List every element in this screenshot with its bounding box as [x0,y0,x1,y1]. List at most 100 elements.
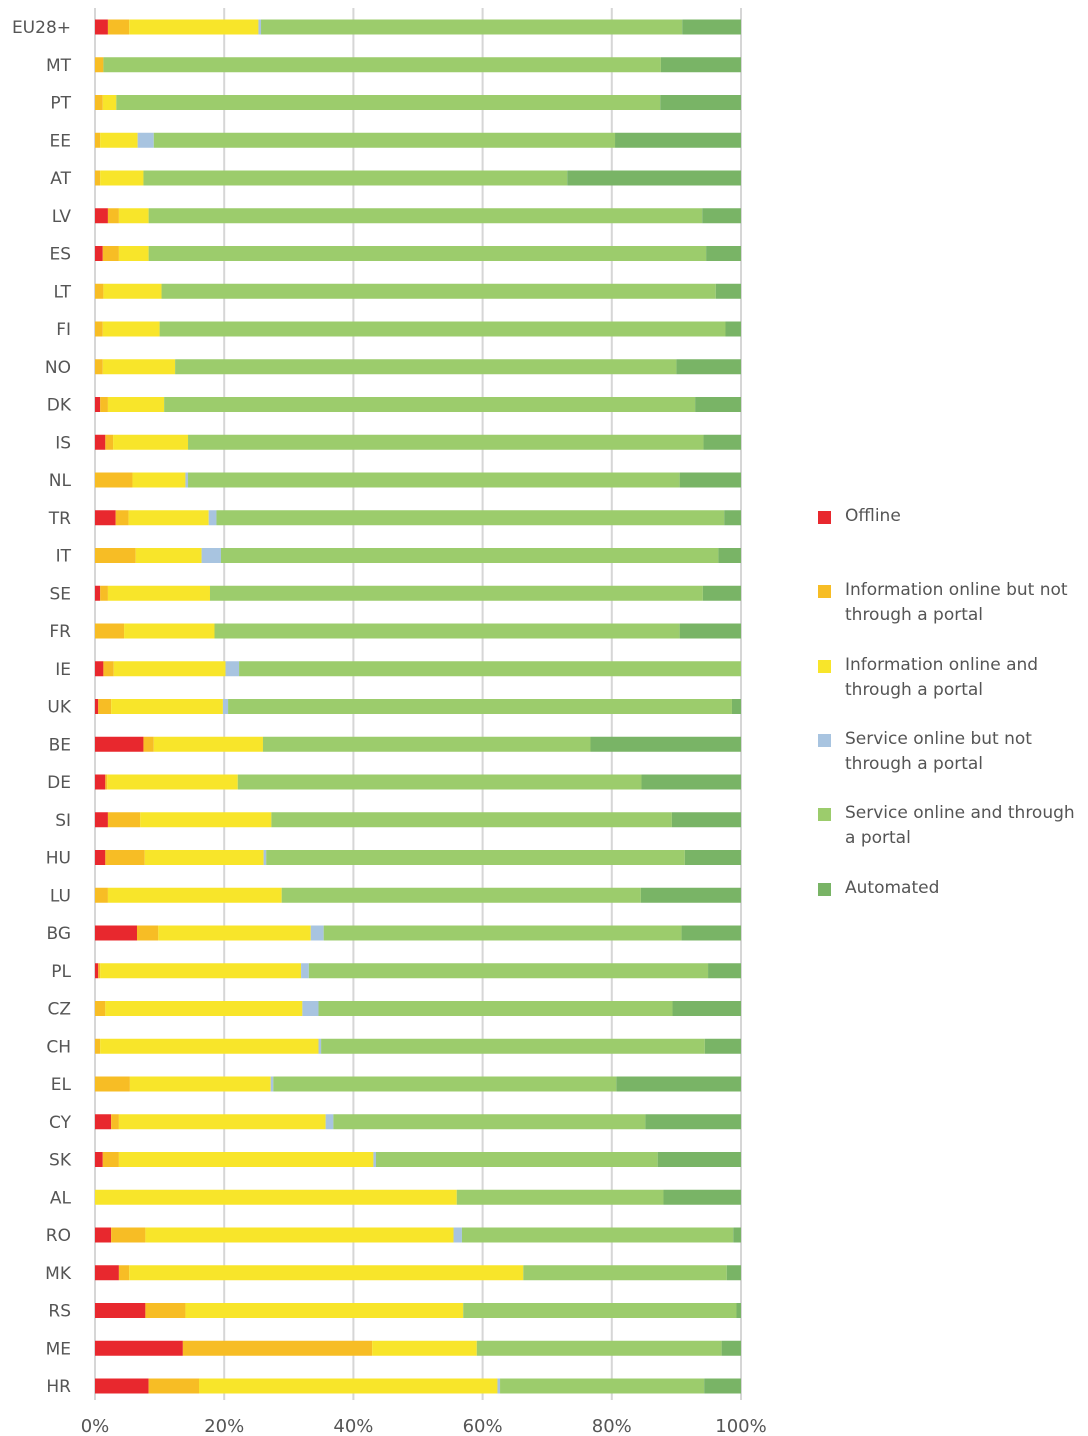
bar-hr-service-online-but-not-through-a-portal [497,1378,501,1394]
bar-el-automated [616,1076,741,1092]
bar-sk-offline [95,1152,103,1167]
bar-de-offline [95,774,106,790]
bar-hu-service-online-but-not-through-a-portal [263,850,267,865]
bar-uk-information-online-and-through-a-portal [111,699,223,714]
bar-ee-service-online-but-not-through-a-portal [137,132,154,148]
bar-ch-automated [704,1038,741,1054]
bar-pl-service-online-and-through-a-portal [308,963,709,979]
category-label: HR [46,1377,71,1397]
bar-lu-service-online-and-through-a-portal [281,887,641,903]
bar-is-information-online-but-not-through-a-portal [105,434,114,450]
bar-tr-service-online-and-through-a-portal [216,510,725,526]
legend-item-service-online-not-portal: Service online but not through a portal [818,727,1088,777]
bar-ro-information-online-but-not-through-a-portal [111,1227,146,1243]
bar-si-service-online-and-through-a-portal [271,812,672,828]
bar-lt-information-online-and-through-a-portal [103,283,162,299]
bar-nl-service-online-but-not-through-a-portal [185,472,189,488]
bar-cy-offline [95,1114,112,1130]
bar-fi-service-online-and-through-a-portal [159,321,726,337]
category-label: PL [51,962,71,982]
bar-rs-automated [736,1303,741,1318]
bar-hu-information-online-and-through-a-portal [144,850,264,865]
bar-pt-information-online-and-through-a-portal [102,95,117,110]
bar-pt-service-online-and-through-a-portal [116,95,661,110]
bar-mk-offline [95,1265,119,1281]
bar-fi-automated [725,321,741,337]
bar-is-information-online-and-through-a-portal [113,434,189,450]
category-label: ES [49,245,71,265]
legend-swatch-offline [818,511,831,524]
bar-uk-information-online-but-not-through-a-portal [98,699,112,714]
category-label: EL [51,1075,72,1095]
bar-ee-service-online-and-through-a-portal [153,132,616,148]
category-label: SK [49,1151,72,1171]
bar-mk-automated [726,1265,741,1281]
bar-be-service-online-and-through-a-portal [262,736,591,752]
category-label: NO [45,358,71,378]
category-label: HU [46,849,71,869]
bar-es-information-online-and-through-a-portal [118,246,149,261]
bar-tr-information-online-and-through-a-portal [128,510,209,526]
category-label: DK [47,396,72,416]
bar-si-automated [671,812,741,828]
legend-swatch-info-online-portal [818,660,831,673]
category-label: AT [50,169,71,189]
bar-it-service-online-but-not-through-a-portal [201,548,221,563]
bar-rs-service-online-and-through-a-portal [463,1303,737,1318]
category-label: SE [49,584,71,604]
bar-bg-offline [95,925,137,941]
bar-tr-automated [724,510,741,526]
bar-uk-service-online-and-through-a-portal [228,699,732,714]
bar-nl-automated [679,472,741,488]
bar-se-automated [702,585,741,601]
bar-sk-service-online-and-through-a-portal [376,1152,658,1167]
bar-si-information-online-but-not-through-a-portal [107,812,141,828]
x-tick-label: 0% [81,1416,110,1436]
category-label: SI [55,811,71,831]
bar-me-service-online-and-through-a-portal [476,1340,722,1356]
bar-ie-information-online-and-through-a-portal [113,661,226,677]
bar-lv-information-online-and-through-a-portal [118,208,149,224]
bar-me-information-online-but-not-through-a-portal [182,1340,373,1356]
bar-at-service-online-and-through-a-portal [143,170,568,186]
bar-hu-automated [684,850,741,865]
bar-mk-information-online-but-not-through-a-portal [118,1265,130,1281]
bar-mt-information-online-but-not-through-a-portal [95,57,104,73]
bar-cy-automated [645,1114,741,1130]
legend-item-service-online-portal: Service online and through a portal [818,801,1088,851]
bar-sk-automated [657,1152,741,1167]
bar-no-information-online-and-through-a-portal [102,359,176,375]
bar-si-information-online-and-through-a-portal [140,812,272,828]
bar-el-service-online-but-not-through-a-portal [270,1076,274,1092]
bar-be-offline [95,736,144,752]
bar-es-automated [706,246,741,261]
bar-bg-service-online-but-not-through-a-portal [310,925,324,941]
bar-nl-information-online-but-not-through-a-portal [95,472,133,488]
bar-lv-service-online-and-through-a-portal [148,208,703,224]
legend-label-service-online-portal: Service online and through a portal [845,803,1075,848]
legend-item-info-online-portal: Information online and through a portal [818,653,1088,703]
bar-it-information-online-but-not-through-a-portal [95,548,136,563]
bar-ch-service-online-but-not-through-a-portal [318,1038,322,1054]
category-label: EE [50,131,71,151]
bar-is-service-online-and-through-a-portal [188,434,704,450]
bar-ee-information-online-but-not-through-a-portal [95,132,101,148]
bar-pl-information-online-and-through-a-portal [100,963,302,979]
bar-fr-automated [679,623,741,639]
category-label: LV [52,207,72,227]
bar-el-service-online-and-through-a-portal [273,1076,617,1092]
bar-el-information-online-and-through-a-portal [129,1076,271,1092]
bar-fr-information-online-and-through-a-portal [124,623,215,639]
category-label: CH [46,1037,71,1057]
bar-ch-information-online-and-through-a-portal [100,1038,319,1054]
bar-fr-information-online-but-not-through-a-portal [95,623,125,639]
bar-ro-information-online-and-through-a-portal [145,1227,454,1243]
bar-hr-information-online-but-not-through-a-portal [148,1378,200,1394]
bar-cz-service-online-and-through-a-portal [318,1001,673,1016]
legend-swatch-info-online-not-portal [818,585,831,598]
bar-it-service-online-and-through-a-portal [220,548,719,563]
category-label: EU28+ [12,18,71,38]
bar-dk-offline [95,397,101,412]
category-label: FI [56,320,71,340]
